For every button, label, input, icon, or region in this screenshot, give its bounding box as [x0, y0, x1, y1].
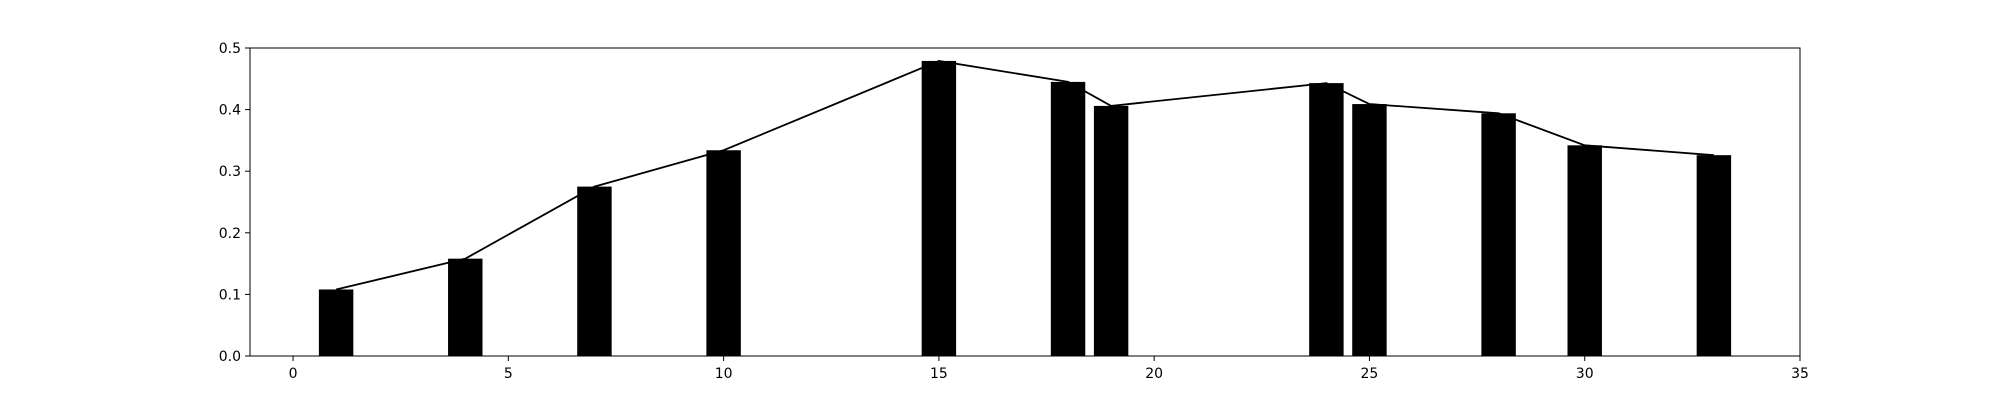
plot-area — [250, 48, 1800, 356]
x-axis-ticks: 0 5 10 15 20 25 30 35 — [289, 356, 1809, 382]
x-tick-label-3: 15 — [930, 366, 948, 382]
bar-2 — [577, 186, 612, 356]
bar-8 — [1352, 104, 1387, 356]
x-tick-label-6: 30 — [1576, 366, 1594, 382]
y-tick-label-3: 0.3 — [219, 164, 241, 180]
x-tick-label-0: 0 — [289, 366, 298, 382]
y-axis-ticks: 0.0 0.1 0.2 0.3 0.4 0.5 — [219, 41, 250, 365]
x-tick-label-4: 20 — [1145, 366, 1163, 382]
y-tick-label-4: 0.4 — [219, 103, 241, 119]
bar-4 — [921, 60, 957, 356]
plot-frame — [249, 47, 1801, 357]
y-tick-label-1: 0.1 — [219, 287, 241, 303]
bar-5 — [1050, 81, 1086, 356]
bar-1 — [448, 258, 483, 356]
bar-9 — [1481, 113, 1516, 356]
y-tick-label-2: 0.2 — [219, 226, 241, 242]
trend-line — [335, 60, 1714, 291]
y-tick-label-5: 0.5 — [219, 41, 241, 57]
x-tick-label-2: 10 — [715, 366, 733, 382]
x-tick-label-1: 5 — [504, 366, 513, 382]
bar-10 — [1567, 145, 1602, 356]
y-tick-label-0: 0.0 — [219, 349, 241, 365]
x-tick-label-7: 35 — [1791, 366, 1809, 382]
bar-11 — [1696, 155, 1732, 356]
bar-6 — [1093, 105, 1129, 357]
bar-7 — [1309, 83, 1344, 357]
bar-3 — [706, 150, 741, 356]
bar-0 — [318, 289, 354, 356]
bars-group — [318, 60, 1732, 357]
x-tick-label-5: 25 — [1361, 366, 1379, 382]
